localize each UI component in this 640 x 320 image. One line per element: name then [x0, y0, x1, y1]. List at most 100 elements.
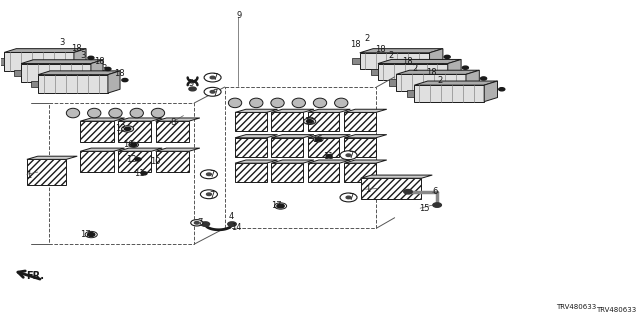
- Polygon shape: [118, 118, 162, 121]
- Circle shape: [228, 222, 236, 226]
- Polygon shape: [344, 138, 376, 157]
- Text: 7: 7: [212, 73, 218, 82]
- Text: 18: 18: [93, 57, 104, 66]
- Text: 7: 7: [349, 151, 354, 160]
- Polygon shape: [156, 118, 200, 121]
- Polygon shape: [308, 163, 339, 182]
- Text: 12: 12: [126, 155, 136, 164]
- Polygon shape: [308, 160, 350, 163]
- Text: 18: 18: [350, 40, 361, 49]
- Text: 15: 15: [419, 204, 429, 213]
- Polygon shape: [484, 81, 497, 102]
- Circle shape: [433, 203, 442, 207]
- Polygon shape: [308, 135, 350, 138]
- Circle shape: [207, 193, 211, 196]
- Text: 11: 11: [323, 152, 333, 161]
- Polygon shape: [360, 49, 443, 53]
- Text: 18: 18: [402, 57, 413, 66]
- Polygon shape: [389, 79, 396, 86]
- Ellipse shape: [228, 98, 242, 108]
- Polygon shape: [407, 90, 414, 97]
- Circle shape: [191, 220, 203, 226]
- Text: 18: 18: [71, 44, 82, 53]
- Polygon shape: [396, 74, 466, 91]
- Ellipse shape: [109, 108, 122, 118]
- Text: 3: 3: [59, 38, 65, 47]
- Polygon shape: [118, 151, 151, 172]
- Circle shape: [135, 158, 141, 161]
- Polygon shape: [271, 135, 314, 138]
- Polygon shape: [429, 49, 443, 69]
- Text: 18: 18: [114, 69, 124, 78]
- Circle shape: [204, 87, 221, 96]
- Polygon shape: [466, 70, 479, 91]
- Polygon shape: [80, 121, 114, 142]
- Circle shape: [308, 120, 312, 122]
- Circle shape: [277, 204, 284, 208]
- Circle shape: [201, 222, 209, 226]
- Polygon shape: [271, 160, 314, 163]
- Polygon shape: [235, 160, 278, 163]
- Circle shape: [125, 127, 131, 131]
- Circle shape: [481, 77, 486, 80]
- Polygon shape: [378, 64, 448, 80]
- Polygon shape: [235, 163, 267, 182]
- Polygon shape: [156, 148, 200, 151]
- Circle shape: [88, 56, 94, 60]
- Polygon shape: [21, 64, 91, 82]
- Polygon shape: [235, 135, 278, 138]
- Polygon shape: [4, 52, 74, 71]
- Ellipse shape: [271, 98, 284, 108]
- Circle shape: [315, 138, 321, 141]
- Circle shape: [126, 128, 129, 130]
- Text: 10: 10: [150, 157, 161, 166]
- Ellipse shape: [250, 98, 263, 108]
- Text: 8: 8: [170, 118, 175, 127]
- Ellipse shape: [88, 108, 101, 118]
- Circle shape: [204, 73, 221, 82]
- Circle shape: [307, 120, 313, 123]
- Polygon shape: [108, 71, 120, 93]
- Polygon shape: [344, 135, 387, 138]
- Polygon shape: [80, 118, 125, 121]
- Circle shape: [195, 221, 199, 224]
- Circle shape: [462, 66, 468, 69]
- Polygon shape: [38, 71, 120, 75]
- Circle shape: [90, 234, 93, 236]
- Text: 14: 14: [231, 223, 241, 232]
- Polygon shape: [235, 109, 278, 112]
- Polygon shape: [80, 148, 125, 151]
- Polygon shape: [0, 59, 4, 65]
- Ellipse shape: [335, 98, 348, 108]
- Text: 7: 7: [209, 170, 214, 179]
- Polygon shape: [4, 49, 86, 52]
- Circle shape: [404, 189, 412, 194]
- Polygon shape: [235, 112, 267, 132]
- Polygon shape: [91, 60, 103, 82]
- Text: 2: 2: [437, 76, 442, 85]
- Text: FR.: FR.: [26, 271, 44, 281]
- Polygon shape: [448, 60, 461, 80]
- Polygon shape: [271, 109, 314, 112]
- Circle shape: [200, 190, 218, 199]
- Text: 7: 7: [212, 89, 218, 98]
- Ellipse shape: [314, 98, 326, 108]
- Text: 17: 17: [271, 202, 282, 211]
- Circle shape: [275, 203, 287, 209]
- Polygon shape: [360, 53, 429, 69]
- Polygon shape: [414, 85, 484, 102]
- Circle shape: [189, 87, 196, 91]
- Polygon shape: [344, 163, 376, 182]
- Text: 1: 1: [365, 185, 371, 194]
- Circle shape: [340, 193, 357, 202]
- Polygon shape: [344, 112, 376, 132]
- Polygon shape: [27, 156, 77, 159]
- Circle shape: [105, 68, 111, 70]
- Circle shape: [346, 196, 351, 199]
- Circle shape: [444, 55, 450, 59]
- Polygon shape: [156, 121, 189, 142]
- Text: 17: 17: [80, 230, 91, 239]
- Text: 16: 16: [123, 140, 133, 149]
- Circle shape: [85, 231, 97, 238]
- Polygon shape: [308, 138, 339, 157]
